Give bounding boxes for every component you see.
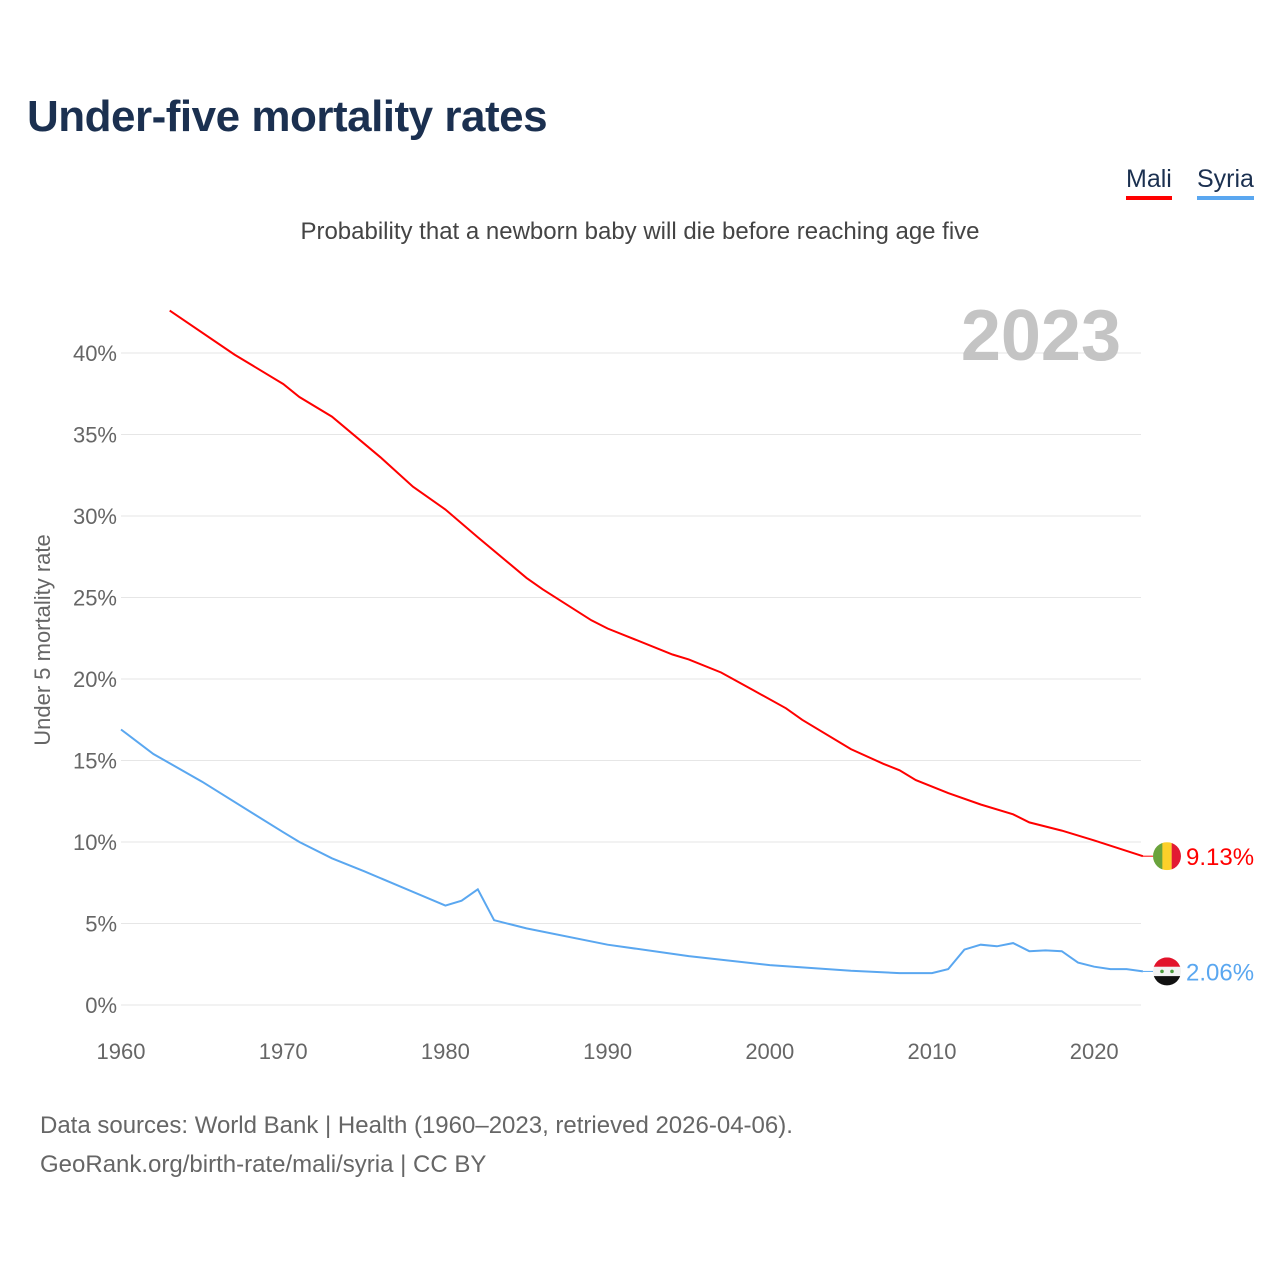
footer: Data sources: World Bank | Health (1960–…	[40, 1106, 793, 1184]
chart-subtitle: Probability that a newborn baby will die…	[300, 218, 980, 245]
series-line-syria	[120, 728, 1144, 975]
series-line-mali	[169, 309, 1144, 858]
y-tick-label: 25%	[73, 586, 117, 611]
x-tick-label: 1980	[421, 1039, 470, 1064]
y-tick-label: 15%	[73, 749, 117, 774]
end-value-label: 2.06%	[1186, 959, 1254, 986]
x-tick-label: 2020	[1070, 1039, 1119, 1064]
x-tick-label: 1990	[583, 1039, 632, 1064]
syria-flag-icon	[1153, 957, 1181, 986]
footer-sources: Data sources: World Bank | Health (1960–…	[40, 1112, 793, 1139]
x-tick-label: 1960	[97, 1039, 146, 1064]
y-tick-label: 10%	[73, 830, 117, 855]
legend-item-mali[interactable]: Mali	[1126, 165, 1172, 200]
x-tick-label: 2010	[908, 1039, 957, 1064]
y-axis-label: Under 5 mortality rate	[30, 534, 55, 746]
end-value-label: 9.13%	[1186, 844, 1254, 871]
footer-link[interactable]: GeoRank.org/birth-rate/mali/syria | CC B…	[40, 1151, 487, 1178]
y-tick-label: 0%	[85, 993, 117, 1018]
x-tick-label: 2000	[745, 1039, 794, 1064]
chart-title: Under-five mortality rates	[27, 92, 548, 141]
legend-item-syria[interactable]: Syria	[1197, 165, 1254, 200]
year-label: 2023	[961, 296, 1121, 376]
y-tick-label: 40%	[73, 341, 117, 366]
y-tick-label: 20%	[73, 667, 117, 692]
y-tick-label: 30%	[73, 504, 117, 529]
mali-flag-icon	[1153, 842, 1181, 871]
x-tick-label: 1970	[259, 1039, 308, 1064]
y-tick-label: 35%	[73, 423, 117, 448]
y-tick-label: 5%	[85, 912, 117, 937]
